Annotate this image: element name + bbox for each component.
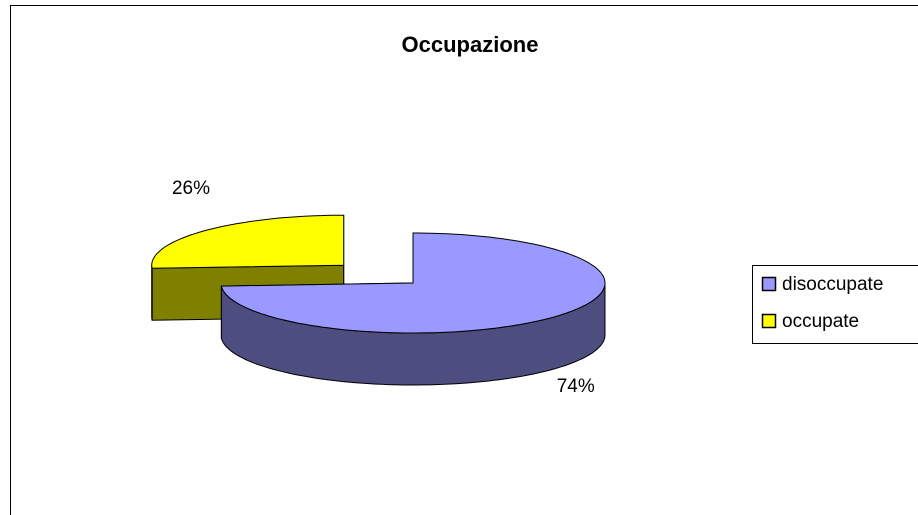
- legend-swatch: [761, 313, 777, 329]
- data-label: 74%: [557, 376, 595, 397]
- slice: [220, 232, 606, 334]
- legend-label: disoccupate: [782, 274, 883, 295]
- legend-swatch: [761, 276, 777, 292]
- legend-label: occupate: [782, 311, 859, 332]
- chart-title: Occupazione: [402, 32, 539, 57]
- legend-box: [752, 265, 918, 344]
- slice: [151, 214, 345, 269]
- data-label: 26%: [172, 178, 210, 199]
